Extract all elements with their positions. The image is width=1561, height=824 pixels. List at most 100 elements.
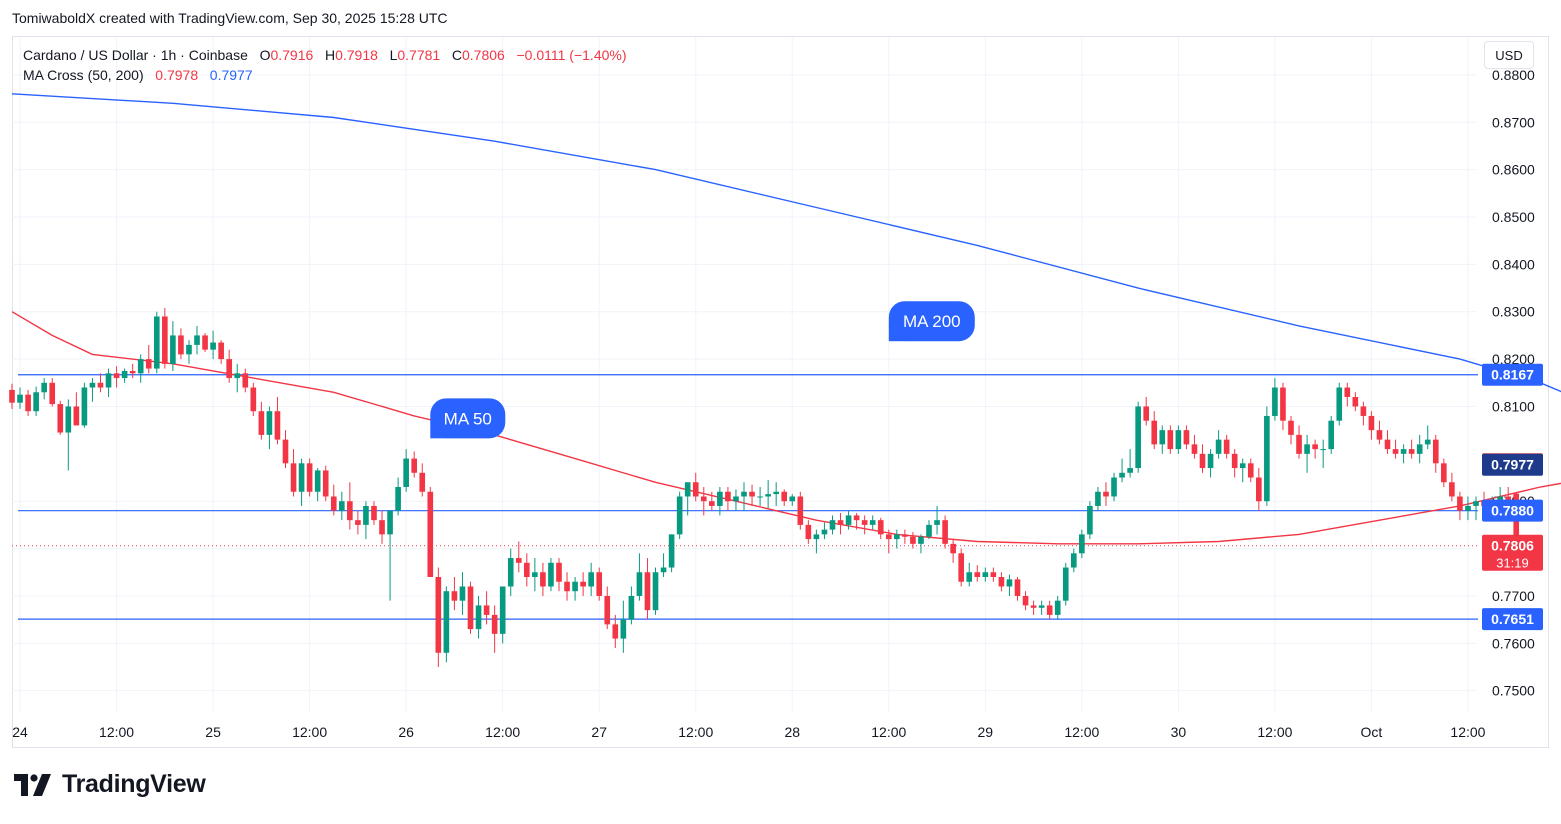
candle-body	[733, 496, 739, 502]
candle	[692, 472, 699, 502]
candle	[242, 368, 249, 393]
ma-cross-label[interactable]: MA Cross (50, 200)	[23, 67, 144, 83]
candle-body	[548, 562, 554, 587]
candle	[1239, 458, 1246, 483]
price-axis-label-text: 0.7977	[1491, 457, 1534, 473]
candle-body	[749, 491, 755, 497]
candle-body	[162, 316, 168, 364]
candle-body	[668, 534, 675, 568]
candle-body	[210, 342, 216, 350]
candle	[234, 363, 241, 393]
candle-body	[950, 543, 956, 554]
candle	[628, 586, 635, 625]
candle-body	[1127, 468, 1133, 473]
price-axis-label: 0.7651	[1482, 608, 1543, 631]
candle	[1432, 434, 1439, 473]
candle-body	[491, 614, 498, 634]
candle	[89, 378, 96, 402]
candle-body	[1328, 420, 1335, 450]
candle	[523, 553, 530, 587]
x-tick-label: 12:00	[871, 724, 906, 740]
candle-body	[105, 373, 112, 388]
candle-body	[97, 382, 104, 388]
candle	[1046, 600, 1053, 620]
candle	[282, 430, 289, 469]
candle-body	[1231, 453, 1238, 469]
candle	[1272, 378, 1278, 421]
annotation-bubble-corner	[888, 325, 905, 342]
candle	[258, 401, 265, 440]
candle	[162, 307, 168, 369]
candle-body	[1006, 579, 1013, 587]
candle	[1095, 487, 1101, 511]
candle	[1288, 415, 1294, 445]
candle	[660, 553, 667, 577]
candle	[379, 510, 385, 544]
candle	[467, 581, 474, 634]
candle-body	[170, 335, 176, 364]
candle-body	[202, 335, 208, 350]
candle	[25, 389, 31, 416]
annotation-bubble-corner	[430, 422, 447, 439]
candle	[861, 515, 868, 535]
candle	[1087, 501, 1093, 540]
candle	[1336, 382, 1343, 426]
annotation-bubble	[430, 398, 506, 439]
candle-body	[998, 577, 1005, 587]
candle	[306, 458, 313, 497]
candle	[1449, 472, 1455, 502]
candle	[210, 330, 216, 360]
symbol-label[interactable]: Cardano / US Dollar · 1h · Coinbase	[23, 47, 248, 63]
candle	[178, 328, 184, 360]
tradingview-logo[interactable]: TradingView	[14, 770, 206, 799]
candle-body	[966, 572, 973, 582]
candle	[1062, 562, 1069, 606]
candle	[226, 349, 233, 383]
x-tick-label: 25	[205, 724, 221, 740]
candle	[515, 541, 522, 573]
candle	[1030, 600, 1037, 615]
candle	[902, 529, 908, 544]
candle	[757, 487, 763, 506]
ma200-line	[11, 93, 1561, 393]
candle-body	[636, 572, 643, 596]
price-axis-label-bg	[1482, 499, 1543, 522]
candle	[733, 489, 739, 511]
candle	[821, 522, 828, 540]
candle	[765, 479, 771, 509]
candle-body	[765, 494, 771, 497]
candle-body	[1368, 415, 1375, 431]
candle	[1465, 496, 1471, 521]
candle	[1408, 439, 1415, 459]
candle-body	[556, 562, 562, 582]
y-tick-label: 0.8800	[1492, 67, 1535, 83]
candle-body	[885, 534, 892, 540]
candle-body	[387, 510, 393, 535]
candle	[314, 468, 321, 502]
low-label: L	[389, 47, 398, 63]
candle	[298, 458, 305, 506]
price-axis-label-bg	[1482, 608, 1543, 631]
candle-body	[1304, 444, 1310, 454]
price-axis-label-bg	[1482, 534, 1543, 571]
candle-body	[290, 463, 297, 492]
candle	[837, 513, 844, 535]
candle	[532, 558, 538, 592]
candle	[1014, 577, 1021, 601]
candle	[145, 344, 152, 374]
candle-body	[258, 411, 265, 435]
candle	[1183, 425, 1190, 450]
candle-body	[371, 505, 377, 521]
ma200-value: 0.7977	[209, 67, 253, 83]
candle	[966, 562, 973, 587]
candle-body	[1255, 477, 1262, 502]
candle	[725, 487, 731, 511]
candle	[1441, 458, 1447, 487]
candle	[1424, 425, 1431, 450]
candle	[1296, 425, 1302, 459]
currency-button[interactable]: USD	[1484, 41, 1534, 69]
candle	[507, 548, 514, 596]
candle-body	[837, 520, 844, 525]
candle-body	[1135, 406, 1141, 469]
